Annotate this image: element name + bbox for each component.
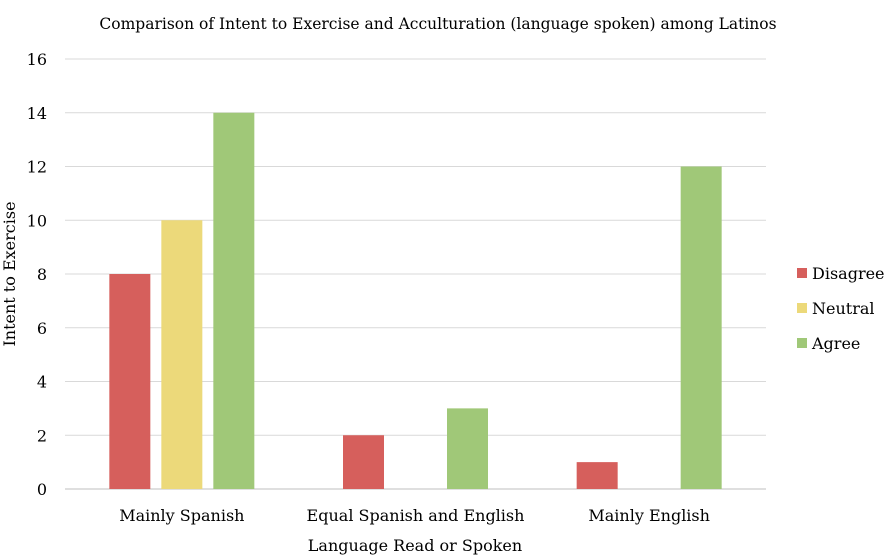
bar-neutral-0: [161, 220, 203, 489]
bar-agree-2: [680, 166, 722, 489]
y-tick-label: 2: [37, 426, 47, 445]
bar-disagree-0: [109, 274, 151, 489]
bar-agree-0: [213, 112, 255, 489]
x-tick-labels: Mainly Spanish Equal Spanish and English M…: [119, 506, 710, 525]
y-tick-label: 0: [37, 480, 47, 499]
legend-swatch-disagree: [797, 268, 807, 278]
chart-title: Comparison of Intent to Exercise and Acc…: [99, 15, 776, 33]
y-tick-label: 10: [27, 211, 47, 230]
y-tick-label: 12: [27, 158, 47, 177]
bars: [109, 112, 722, 489]
bar-disagree-2: [576, 462, 618, 489]
y-tick-label: 4: [37, 373, 47, 392]
x-tick-label: Equal Spanish and English: [307, 506, 525, 525]
bar-disagree-1: [343, 435, 384, 489]
y-tick-label: 14: [27, 104, 47, 123]
y-tick-labels: 0 2 4 6 8 10 12 14 16: [27, 50, 47, 499]
x-axis-label: Language Read or Spoken: [308, 536, 522, 555]
legend-label-disagree: Disagree: [812, 264, 885, 283]
x-tick-label: Mainly English: [588, 506, 710, 525]
y-tick-label: 16: [27, 50, 47, 69]
legend: Disagree Neutral Agree: [797, 264, 885, 353]
legend-label-agree: Agree: [811, 334, 860, 353]
y-axis-label: Intent to Exercise: [0, 201, 19, 346]
y-tick-label: 8: [37, 265, 47, 284]
x-tick-label: Mainly Spanish: [119, 506, 244, 525]
bar-agree-1: [447, 408, 488, 489]
legend-swatch-neutral: [797, 303, 807, 313]
y-tick-label: 6: [37, 319, 47, 338]
legend-label-neutral: Neutral: [812, 299, 875, 318]
legend-swatch-agree: [797, 338, 807, 348]
